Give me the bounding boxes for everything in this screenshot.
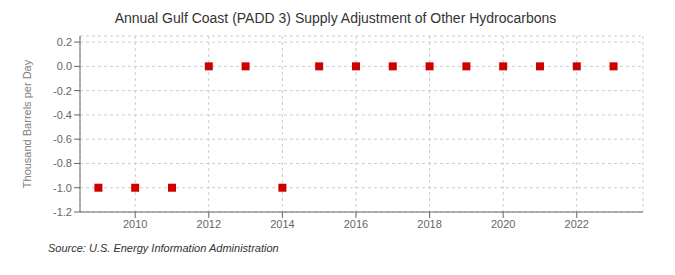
svg-text:-0.8: -0.8 [53, 157, 72, 169]
svg-text:2012: 2012 [197, 218, 221, 230]
svg-text:2022: 2022 [565, 218, 589, 230]
svg-text:0.0: 0.0 [57, 60, 72, 72]
svg-text:0.2: 0.2 [57, 36, 72, 48]
svg-text:-1.0: -1.0 [53, 182, 72, 194]
svg-text:2020: 2020 [491, 218, 515, 230]
svg-text:-1.2: -1.2 [53, 206, 72, 218]
svg-text:-0.6: -0.6 [53, 133, 72, 145]
svg-text:2016: 2016 [344, 218, 368, 230]
html-text:Annual Gulf Coast (PADD 3) Sup: Annual Gulf Coast (PADD 3) Supply Adjust… [114, 10, 557, 26]
html-text:Source: U.S. Energy Informatio: Source: U.S. Energy Information Administ… [48, 242, 279, 254]
svg-text:2010: 2010 [123, 218, 147, 230]
svg-text:-0.4: -0.4 [53, 109, 72, 121]
svg-text:-0.2: -0.2 [53, 85, 72, 97]
svg-text:Thousand Barrels per Day: Thousand Barrels per Day [21, 59, 33, 188]
svg-text:2018: 2018 [417, 218, 441, 230]
svg-text:2014: 2014 [270, 218, 294, 230]
